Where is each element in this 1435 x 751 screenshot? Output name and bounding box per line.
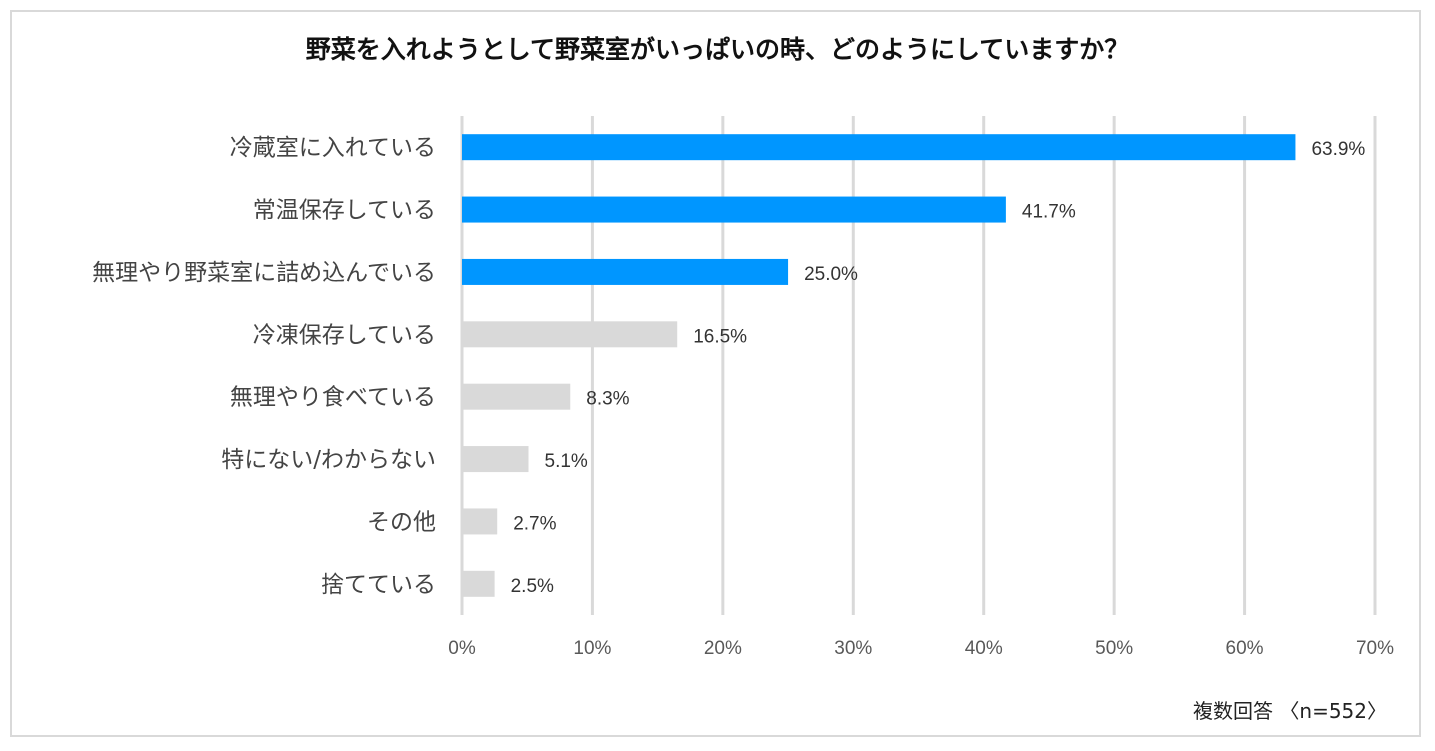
value-label: 25.0%	[804, 264, 858, 285]
x-tick-label: 50%	[1095, 638, 1133, 659]
bar-4	[462, 383, 571, 410]
bar-5	[462, 446, 529, 473]
x-tick-label: 70%	[1356, 638, 1394, 659]
value-label: 2.5%	[511, 576, 554, 597]
value-label: 8.3%	[586, 389, 629, 410]
category-label: 常温保存している	[253, 198, 436, 224]
category-label: 冷蔵室に入れている	[230, 135, 436, 161]
x-tick-label: 10%	[573, 638, 611, 659]
bar-1	[462, 196, 1006, 223]
category-label: 無理やり野菜室に詰め込んでいる	[92, 260, 436, 286]
category-label: 無理やり食べている	[230, 385, 436, 411]
category-label: 冷凍保存している	[253, 322, 436, 348]
category-label: その他	[367, 509, 436, 535]
x-tick-label: 40%	[965, 638, 1003, 659]
bar-6	[462, 508, 498, 535]
x-tick-label: 20%	[704, 638, 742, 659]
value-label: 5.1%	[545, 451, 588, 472]
value-label: 41.7%	[1022, 202, 1076, 223]
x-tick-label: 60%	[1226, 638, 1264, 659]
chart-title: 野菜を入れようとして野菜室がいっぱいの時、どのようにしていますか？	[305, 35, 1130, 64]
bar-0	[462, 134, 1296, 161]
bar-3	[462, 321, 678, 348]
chart-frame	[10, 10, 1421, 737]
bar-7	[462, 570, 495, 597]
value-label: 16.5%	[693, 326, 747, 347]
category-label: 特にない/わからない	[221, 447, 436, 473]
value-label: 63.9%	[1311, 139, 1365, 160]
category-label: 捨てている	[321, 572, 436, 598]
x-tick-label: 0%	[448, 638, 476, 659]
x-tick-label: 30%	[834, 638, 872, 659]
value-label: 2.7%	[513, 513, 556, 534]
sample-note: 複数回答 〈n=552〉	[1193, 699, 1387, 723]
bar-2	[462, 258, 789, 285]
